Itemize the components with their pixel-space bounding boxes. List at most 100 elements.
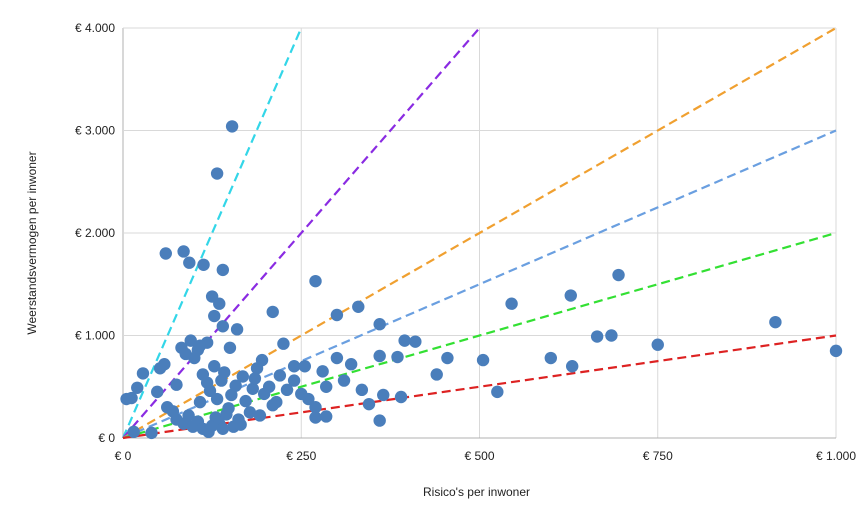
data-point: [229, 379, 242, 392]
data-point: [320, 410, 333, 423]
x-tick-label: € 250: [286, 449, 316, 463]
data-point: [184, 334, 197, 347]
data-point: [373, 414, 386, 427]
data-point: [216, 320, 230, 333]
data-point: [230, 323, 244, 336]
data-point: [612, 268, 625, 282]
data-point: [320, 380, 333, 393]
data-point: [337, 374, 351, 387]
data-point: [125, 391, 138, 405]
data-point: [248, 372, 262, 385]
data-point: [262, 380, 276, 393]
data-point: [309, 401, 322, 414]
y-axis-ticks: € 0 € 1.000 € 2.000 € 3.000 € 4.000: [75, 21, 115, 445]
data-point: [409, 335, 422, 348]
reference-line: [122, 231, 837, 440]
y-tick-label: € 1.000: [75, 329, 115, 343]
data-point: [430, 368, 443, 381]
data-point: [193, 339, 207, 352]
data-point: [590, 330, 604, 343]
data-point: [255, 353, 269, 367]
y-tick-label: € 0: [98, 431, 115, 445]
data-point: [216, 422, 230, 435]
data-point: [239, 394, 252, 408]
data-point: [441, 351, 454, 365]
data-point: [309, 274, 322, 288]
x-axis-ticks: € 0 € 250 € 500 € 750 € 1.000: [115, 449, 857, 463]
data-point: [295, 387, 308, 401]
data-point: [131, 381, 144, 394]
data-point: [564, 289, 577, 302]
data-point: [330, 351, 344, 365]
data-point: [225, 388, 238, 402]
data-point: [216, 263, 230, 277]
y-tick-label: € 3.000: [75, 124, 115, 138]
data-point: [476, 353, 490, 367]
data-point: [273, 369, 287, 382]
x-tick-label: € 1.000: [816, 449, 856, 463]
data-point: [183, 256, 196, 269]
plot-area: [120, 27, 843, 440]
data-point: [213, 297, 226, 310]
data-point: [182, 409, 195, 422]
data-point: [218, 366, 231, 379]
reference-line: [122, 129, 837, 440]
y-tick-label: € 4.000: [75, 21, 115, 35]
data-point: [243, 406, 257, 419]
data-point: [234, 418, 247, 431]
data-point: [220, 408, 233, 421]
data-point: [208, 360, 221, 373]
x-tick-label: € 500: [464, 449, 494, 463]
data-points: [120, 120, 843, 440]
data-point: [236, 370, 249, 383]
data-point: [145, 426, 158, 440]
x-axis-title: Risico's per inwoner: [423, 485, 530, 499]
y-tick-label: € 2.000: [75, 226, 115, 240]
data-point: [491, 385, 504, 399]
reference-line: [121, 27, 303, 439]
data-point: [266, 305, 279, 319]
data-point: [373, 318, 386, 331]
data-point: [309, 411, 322, 424]
data-point: [605, 329, 618, 342]
data-point: [330, 308, 344, 322]
data-point: [391, 350, 404, 364]
data-point: [298, 360, 312, 373]
data-point: [253, 409, 267, 422]
data-point: [210, 167, 224, 180]
x-tick-label: € 750: [643, 449, 673, 463]
data-point: [394, 390, 408, 404]
data-point: [373, 349, 386, 363]
data-point: [651, 338, 664, 351]
data-point: [127, 425, 140, 439]
reference-line: [122, 27, 481, 439]
data-point: [377, 388, 390, 402]
data-point: [177, 245, 190, 258]
data-point: [158, 358, 171, 371]
data-point: [287, 374, 301, 387]
data-point: [193, 395, 207, 409]
data-point: [829, 344, 843, 358]
data-point: [197, 258, 210, 271]
data-point: [398, 334, 411, 347]
data-point: [769, 315, 782, 329]
data-point: [277, 337, 290, 350]
data-point: [151, 385, 164, 399]
data-point: [210, 392, 224, 406]
data-point: [544, 351, 557, 365]
data-point: [565, 360, 579, 373]
x-tick-label: € 0: [115, 449, 132, 463]
data-point: [136, 367, 150, 380]
y-axis-title: Weerstandsvermogen per inwoner: [25, 151, 39, 334]
data-point: [203, 384, 217, 398]
data-point: [159, 247, 172, 260]
data-point: [223, 341, 237, 354]
data-point: [287, 360, 301, 373]
data-point: [246, 382, 259, 395]
reference-line: [122, 27, 837, 439]
data-point: [280, 383, 294, 397]
data-point: [352, 300, 365, 313]
data-point: [266, 399, 279, 412]
data-point: [505, 297, 518, 310]
